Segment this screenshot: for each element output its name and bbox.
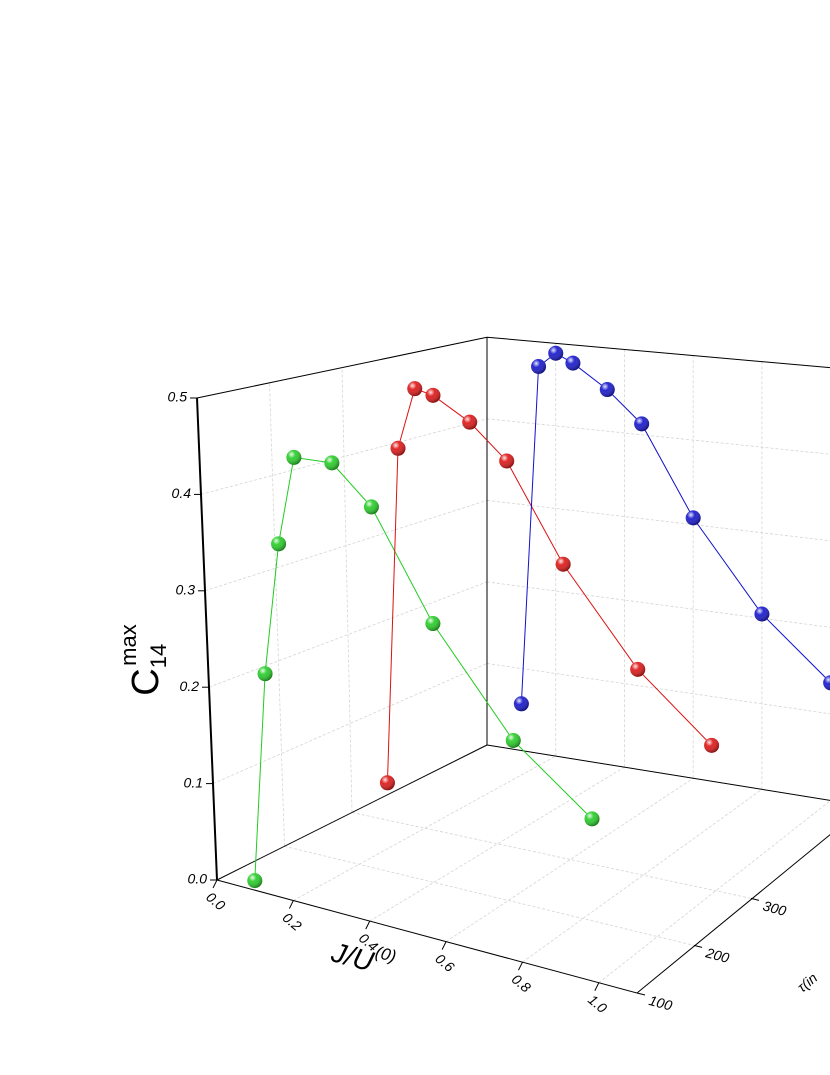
z-axis-label-base: C [125,668,167,695]
point-shine [513,696,529,712]
grid [196,336,830,994]
z-tick-label: 0.3 [176,582,196,598]
grid-line [351,812,752,899]
grid-line [369,766,625,922]
point-shine [499,453,515,469]
x-tick-label: 0.6 [432,950,457,975]
z-axis-label: C14max [116,624,171,696]
point-shine [257,666,273,682]
grid-line [598,800,830,984]
axis-line [196,336,488,399]
grid-line [293,755,556,901]
point-shine [548,345,564,361]
point-shine [754,606,770,622]
point-shine [685,510,701,526]
tick-mark [750,897,760,901]
grid-line [486,499,830,542]
grid-line [200,418,488,495]
x-tick-label: 1.0 [585,991,610,1016]
axis-line [486,336,830,369]
grid-line [522,789,763,963]
labels: 0.00.10.20.30.40.50.00.20.40.60.81.0 1002… [116,389,821,1017]
y-tick-label: 300 [761,897,788,919]
y-tick-label: 100 [647,992,674,1014]
point-shine [634,416,650,432]
axis-line [486,744,830,801]
grid-line [204,499,488,592]
z-tick-label: 0.2 [180,678,200,694]
point-shine [704,737,720,753]
z-axis-label-sub: 14 [146,644,171,668]
grid-line [284,845,695,946]
z-tick-label: 0.1 [184,774,203,790]
x-axis-label-sup: (0) [373,943,398,967]
z-tick-label: 0.5 [168,389,188,405]
tick-mark [212,879,218,889]
axis-line [216,744,488,881]
tick-mark [594,982,600,991]
x-tick-label: 0.2 [280,909,305,934]
point-shine [823,675,830,691]
grid-line [208,581,488,688]
axis-line [216,879,638,994]
point-shine [565,355,581,371]
z-tick-label: 0.4 [172,485,192,501]
x-tick-label: 0.0 [203,889,228,914]
frame [190,336,830,996]
y-tick-label: 200 [703,944,731,966]
point-shine [425,616,441,632]
point-shine [462,414,478,430]
grid-line [486,663,830,715]
y-axis-label: τ(in [794,969,820,995]
point-shine [247,873,263,889]
tick-mark [365,920,371,930]
series-line [386,388,712,783]
point-shine [599,382,615,398]
grid-line [486,744,830,801]
point-shine [271,536,287,552]
point-shine [505,732,521,748]
tick-mark [636,992,646,996]
tick-mark [441,941,447,950]
axis-line [636,834,830,994]
point-shine [407,381,423,397]
grid-line [445,777,694,942]
point-shine [286,449,302,465]
z-tick-label: 0.0 [188,871,208,887]
point-shine [555,556,571,572]
x-tick-label: 0.8 [509,971,534,996]
point-shine [630,661,646,677]
plot [247,345,830,889]
tick-mark [693,944,703,948]
tick-mark [288,900,294,909]
series-line [520,352,830,704]
grid-line [486,418,830,455]
tick-mark [518,961,523,971]
axis-line [196,397,218,881]
point-shine [390,440,406,456]
point-shine [584,811,600,827]
point-shine [531,358,547,374]
z-axis-label-sup: max [116,624,141,666]
point-shine [363,499,379,515]
point-shine [379,775,395,791]
grid-line [341,367,353,813]
grid-line [269,382,285,847]
grid-line [486,581,830,628]
point-shine [425,387,441,403]
point-shine [324,455,340,471]
